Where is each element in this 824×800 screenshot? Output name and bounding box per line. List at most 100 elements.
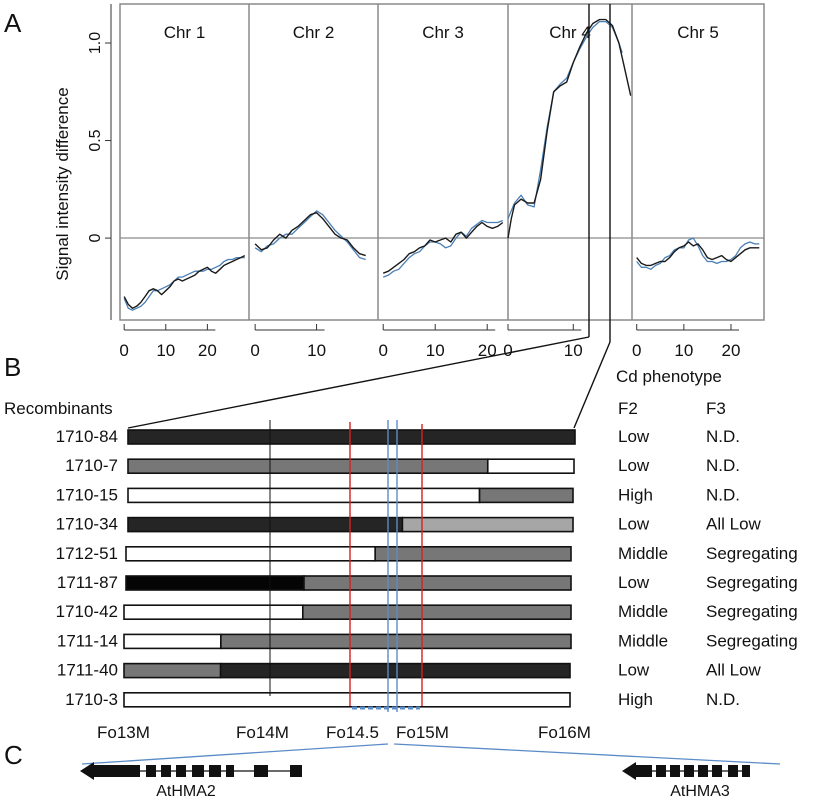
zoom-line-left (127, 336, 590, 429)
series-line-blue (382, 219, 504, 278)
series-line-dark (254, 211, 366, 257)
recombinant-name: 1711-40 (57, 661, 118, 680)
recombinant-name: 1711-87 (57, 573, 118, 592)
x-tick-label: 20 (198, 341, 217, 360)
marker-label-fo13m: Fo13M (97, 723, 150, 742)
chromosome-label: Chr 1 (164, 23, 206, 42)
zoom-line-right (573, 341, 611, 429)
genotype-segment (301, 604, 572, 621)
recombinant-name: 1710-7 (65, 456, 118, 475)
athma3-exon (712, 765, 722, 777)
athma2-exon (209, 765, 221, 777)
gene-zoom-line-left (81, 743, 389, 765)
x-tick-label: 10 (307, 341, 326, 360)
athma2-exon (146, 765, 156, 777)
f2-phenotype: Low (618, 427, 650, 446)
chromosome-panels: Chr 1 0 10 20 Chr 2 0 10 Chr 3 0 10 20 Chr 4 0 10 Chr … (119, 4, 760, 360)
genotype-segment (220, 633, 572, 650)
recombinant-name: 1711-14 (57, 631, 118, 650)
marker-label-fo15m: Fo15M (396, 723, 449, 742)
marker-label-fo14m: Fo14M (236, 723, 289, 742)
recombinant-name: 1710-3 (65, 690, 118, 709)
gene-model-athma2: AtHMA2 (80, 762, 302, 800)
genotype-segment (123, 691, 571, 708)
genotype-segment (123, 662, 222, 679)
athma2-direction-arrow (80, 762, 94, 780)
y-axis-title: Signal intensity difference (53, 87, 72, 280)
genotype-segment (478, 487, 574, 504)
f3-phenotype: All Low (706, 515, 762, 534)
genotype-segment (127, 458, 489, 475)
f2-phenotype: Middle (618, 602, 668, 621)
cd-phenotype-label: Cd phenotype (616, 367, 722, 386)
f2-phenotype: Low (618, 661, 650, 680)
genotype-segment (125, 575, 305, 591)
chromosome-label: Chr 5 (677, 23, 719, 42)
athma3-exon (742, 765, 750, 777)
athma2-exon (254, 765, 268, 777)
x-tick-label: 20 (478, 341, 497, 360)
x-tick-label: 0 (503, 341, 512, 360)
y-tick-label: 0.5 (87, 129, 104, 151)
recombinant-name: 1710-84 (56, 427, 118, 446)
genotype-segment (123, 604, 304, 621)
f2-phenotype: Middle (618, 544, 668, 563)
athma3-direction-arrow (622, 762, 636, 780)
athma2-exon (161, 765, 171, 777)
panel-a-plot: Signal intensity difference 0 0.5 1.0 Chr … (53, 3, 765, 360)
gene-label-athma3: AtHMA3 (670, 783, 730, 800)
series-line-blue (254, 210, 366, 261)
panel-letter-b: B (4, 352, 21, 382)
x-tick-label: 0 (632, 341, 641, 360)
panel-letter-a: A (4, 8, 22, 38)
genotype-segment (303, 575, 572, 591)
athma2-exon (176, 765, 186, 777)
recombinant-name: 1710-15 (56, 485, 118, 504)
genotype-segment (219, 662, 571, 679)
recombinant-name: 1710-34 (56, 515, 118, 534)
athma2-exon (94, 765, 140, 777)
series-line-blue (636, 237, 760, 270)
recombinants-label: Recombinants (4, 399, 113, 418)
y-ticks: 0 0.5 1.0 (87, 32, 111, 243)
athma3-exon (684, 765, 694, 777)
series-line-dark (382, 221, 504, 274)
f2-phenotype: Low (618, 456, 650, 475)
x-tick-label: 20 (722, 341, 741, 360)
recombinant-name: 1712-51 (56, 544, 118, 563)
plot-frame (119, 3, 765, 321)
f3-phenotype: All Low (706, 661, 762, 680)
chromosome-label: Chr 4 (549, 23, 591, 42)
genotype-segment (127, 487, 481, 504)
x-tick-label: 0 (250, 341, 259, 360)
athma2-exon (290, 765, 302, 777)
series-line-blue (507, 20, 623, 219)
f2-phenotype: High (618, 690, 653, 709)
f3-phenotype: Segregating (706, 573, 798, 592)
athma3-exon (698, 765, 708, 777)
recombinant-name: 1710-42 (56, 602, 118, 621)
genotype-segment (486, 458, 575, 475)
f3-phenotype: N.D. (706, 485, 740, 504)
f3-phenotype: N.D. (706, 427, 740, 446)
f3-phenotype: N.D. (706, 456, 740, 475)
f3-column-header: F3 (706, 399, 726, 418)
genotype-segment (127, 516, 404, 533)
chromosome-label: Chr 3 (422, 23, 464, 42)
x-tick-label: 10 (564, 341, 583, 360)
athma2-exon (226, 765, 234, 777)
f2-phenotype: High (618, 485, 653, 504)
series-line-dark (507, 18, 632, 239)
athma3-exon (636, 765, 652, 777)
chromosome-label: Chr 2 (293, 23, 335, 42)
y-tick-label: 0 (87, 234, 104, 243)
series-line-blue (123, 256, 245, 311)
recombinant-rows: 1710-84 Low N.D. 1710-7 Low N.D. 1710-15 High N.… (56, 427, 798, 709)
series-line-dark (636, 241, 760, 267)
f2-phenotype: Low (618, 515, 650, 534)
genotype-segment (123, 633, 222, 650)
f3-phenotype: Segregating (706, 544, 798, 563)
athma3-exon (728, 765, 738, 777)
